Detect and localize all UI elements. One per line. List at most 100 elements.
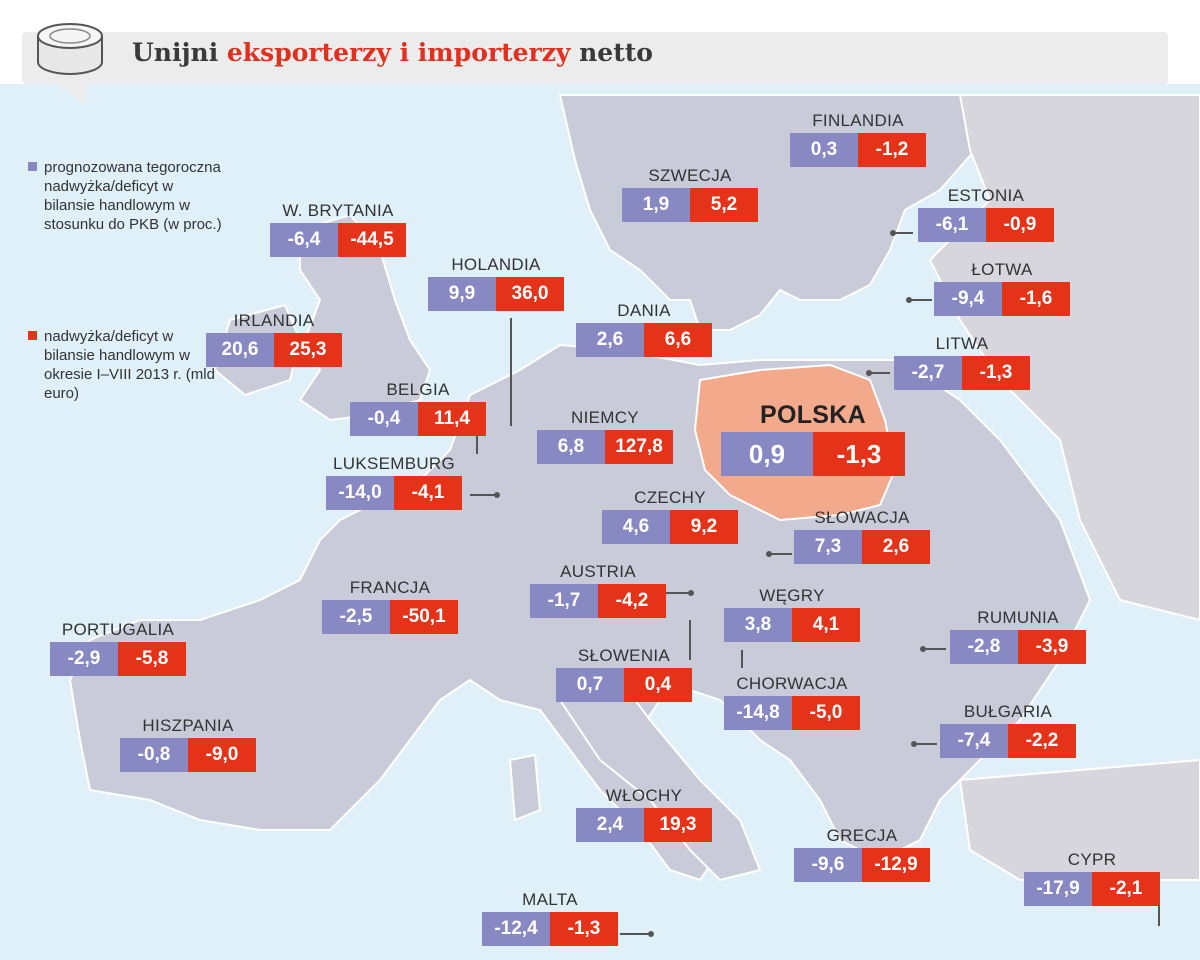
leader-austria <box>660 592 690 594</box>
balance-value: -4,2 <box>598 584 666 618</box>
country-dania: DANIA 2,6 6,6 <box>576 301 712 357</box>
country-wlochy: WŁOCHY 2,4 19,3 <box>576 786 712 842</box>
forecast-value: -0,4 <box>350 402 418 436</box>
country-name: BELGIA <box>386 380 450 399</box>
forecast-value: -1,7 <box>530 584 598 618</box>
country-francja: FRANCJA -2,5 -50,1 <box>322 578 458 634</box>
dot-luksemburg <box>494 492 500 498</box>
country-grecja: GRECJA -9,6 -12,9 <box>794 826 930 882</box>
leader-slowacja <box>770 553 792 555</box>
balance-value: -3,9 <box>1018 630 1086 664</box>
forecast-value: -2,5 <box>322 600 390 634</box>
forecast-value: -14,0 <box>326 476 394 510</box>
country-name: ŁOTWA <box>971 260 1033 279</box>
country-niemcy: NIEMCY 6,8 127,8 <box>537 408 673 464</box>
title-part1: Unijni <box>132 38 227 67</box>
forecast-value: 9,9 <box>428 277 496 311</box>
country-name: CHORWACJA <box>736 674 848 693</box>
balance-value: 6,6 <box>644 323 712 357</box>
country-szwecja: SZWECJA 1,9 5,2 <box>622 166 758 222</box>
country-finlandia: FINLANDIA 0,3 -1,2 <box>790 111 926 167</box>
balance-value: -5,0 <box>792 696 860 730</box>
country-name: GRECJA <box>826 826 898 845</box>
leader-lotwa <box>910 299 932 301</box>
forecast-value: -7,4 <box>940 724 1008 758</box>
balance-value: 9,2 <box>670 510 738 544</box>
dot-slowacja <box>766 551 772 557</box>
balance-value: -44,5 <box>338 223 406 257</box>
balance-value: -2,1 <box>1092 872 1160 906</box>
balance-value: -5,8 <box>118 642 186 676</box>
leader-chorwacja <box>741 650 743 668</box>
forecast-value: 20,6 <box>206 333 274 367</box>
country-name: RUMUNIA <box>977 608 1059 627</box>
country-name: SŁOWENIA <box>577 646 671 665</box>
forecast-value: 7,3 <box>794 530 862 564</box>
leader-belgia <box>476 430 478 454</box>
land-sardinia <box>508 753 542 822</box>
forecast-value: 4,6 <box>602 510 670 544</box>
country-name: HISZPANIA <box>142 716 234 735</box>
country-litwa: LITWA -2,7 -1,3 <box>894 334 1030 390</box>
dot-malta <box>648 931 654 937</box>
forecast-value: 1,9 <box>622 188 690 222</box>
forecast-value: -9,4 <box>934 282 1002 316</box>
title-bar <box>22 32 1168 84</box>
balance-value: -1,3 <box>813 432 905 476</box>
leader-luksemburg <box>470 494 496 496</box>
dot-litwa <box>866 370 872 376</box>
country-slowenia: SŁOWENIA 0,7 0,4 <box>556 646 692 702</box>
country-cypr: CYPR -17,9 -2,1 <box>1024 850 1160 906</box>
country-name: NIEMCY <box>571 408 639 427</box>
balance-value: -1,6 <box>1002 282 1070 316</box>
forecast-value: -6,4 <box>270 223 338 257</box>
legend-forecast-text: prognozowana tegoroczna nadwyżka/deficyt… <box>44 159 222 233</box>
country-name: SŁOWACJA <box>814 508 910 527</box>
balance-value: 2,6 <box>862 530 930 564</box>
balance-value: 11,4 <box>418 402 486 436</box>
country-name: WŁOCHY <box>605 786 683 805</box>
forecast-value: -2,9 <box>50 642 118 676</box>
country-name: CZECHY <box>634 488 706 507</box>
forecast-value: 0,9 <box>721 432 813 476</box>
balance-value: -2,2 <box>1008 724 1076 758</box>
legend-swatch-forecast <box>28 162 37 171</box>
country-wbrytania: W. BRYTANIA -6,4 -44,5 <box>270 201 406 257</box>
country-name: MALTA <box>522 890 578 909</box>
country-portugalia: PORTUGALIA -2,9 -5,8 <box>50 620 186 676</box>
balance-value: 19,3 <box>644 808 712 842</box>
forecast-value: -0,8 <box>120 738 188 772</box>
country-hiszpania: HISZPANIA -0,8 -9,0 <box>120 716 256 772</box>
forecast-value: 2,6 <box>576 323 644 357</box>
country-name: W. BRYTANIA <box>282 201 394 220</box>
leader-rumunia <box>924 648 946 650</box>
country-name: SZWECJA <box>648 166 732 185</box>
country-name: FINLANDIA <box>812 111 904 130</box>
forecast-value: 6,8 <box>537 430 605 464</box>
page-title: Unijni eksporterzy i importerzy netto <box>132 38 653 67</box>
leader-malta <box>620 933 650 935</box>
title-part3: netto <box>570 38 653 67</box>
balance-value: -1,3 <box>962 356 1030 390</box>
legend-balance: nadwyżka/deficyt w bilansie handlowym w … <box>28 327 228 403</box>
title-accent: eksporterzy i importerzy <box>226 38 571 67</box>
country-name: BUŁGARIA <box>963 702 1053 721</box>
leader-litwa <box>870 372 890 374</box>
country-name: IRLANDIA <box>233 311 315 330</box>
country-slowacja: SŁOWACJA 7,3 2,6 <box>794 508 930 564</box>
country-polska: POLSKA 0,9 -1,3 <box>721 401 905 476</box>
country-name: LUKSEMBURG <box>332 454 456 473</box>
leader-holandia <box>510 318 512 426</box>
country-luksemburg: LUKSEMBURG -14,0 -4,1 <box>326 454 462 510</box>
balance-value: 4,1 <box>792 608 860 642</box>
country-austria: AUSTRIA -1,7 -4,2 <box>530 562 666 618</box>
country-name: CYPR <box>1067 850 1117 869</box>
dot-lotwa <box>906 297 912 303</box>
legend-swatch-balance <box>28 331 37 340</box>
country-name: HOLANDIA <box>451 255 541 274</box>
country-belgia: BELGIA -0,4 11,4 <box>350 380 486 436</box>
forecast-value: -2,7 <box>894 356 962 390</box>
country-estonia: ESTONIA -6,1 -0,9 <box>918 186 1054 242</box>
balance-value: -9,0 <box>188 738 256 772</box>
forecast-value: 0,3 <box>790 133 858 167</box>
